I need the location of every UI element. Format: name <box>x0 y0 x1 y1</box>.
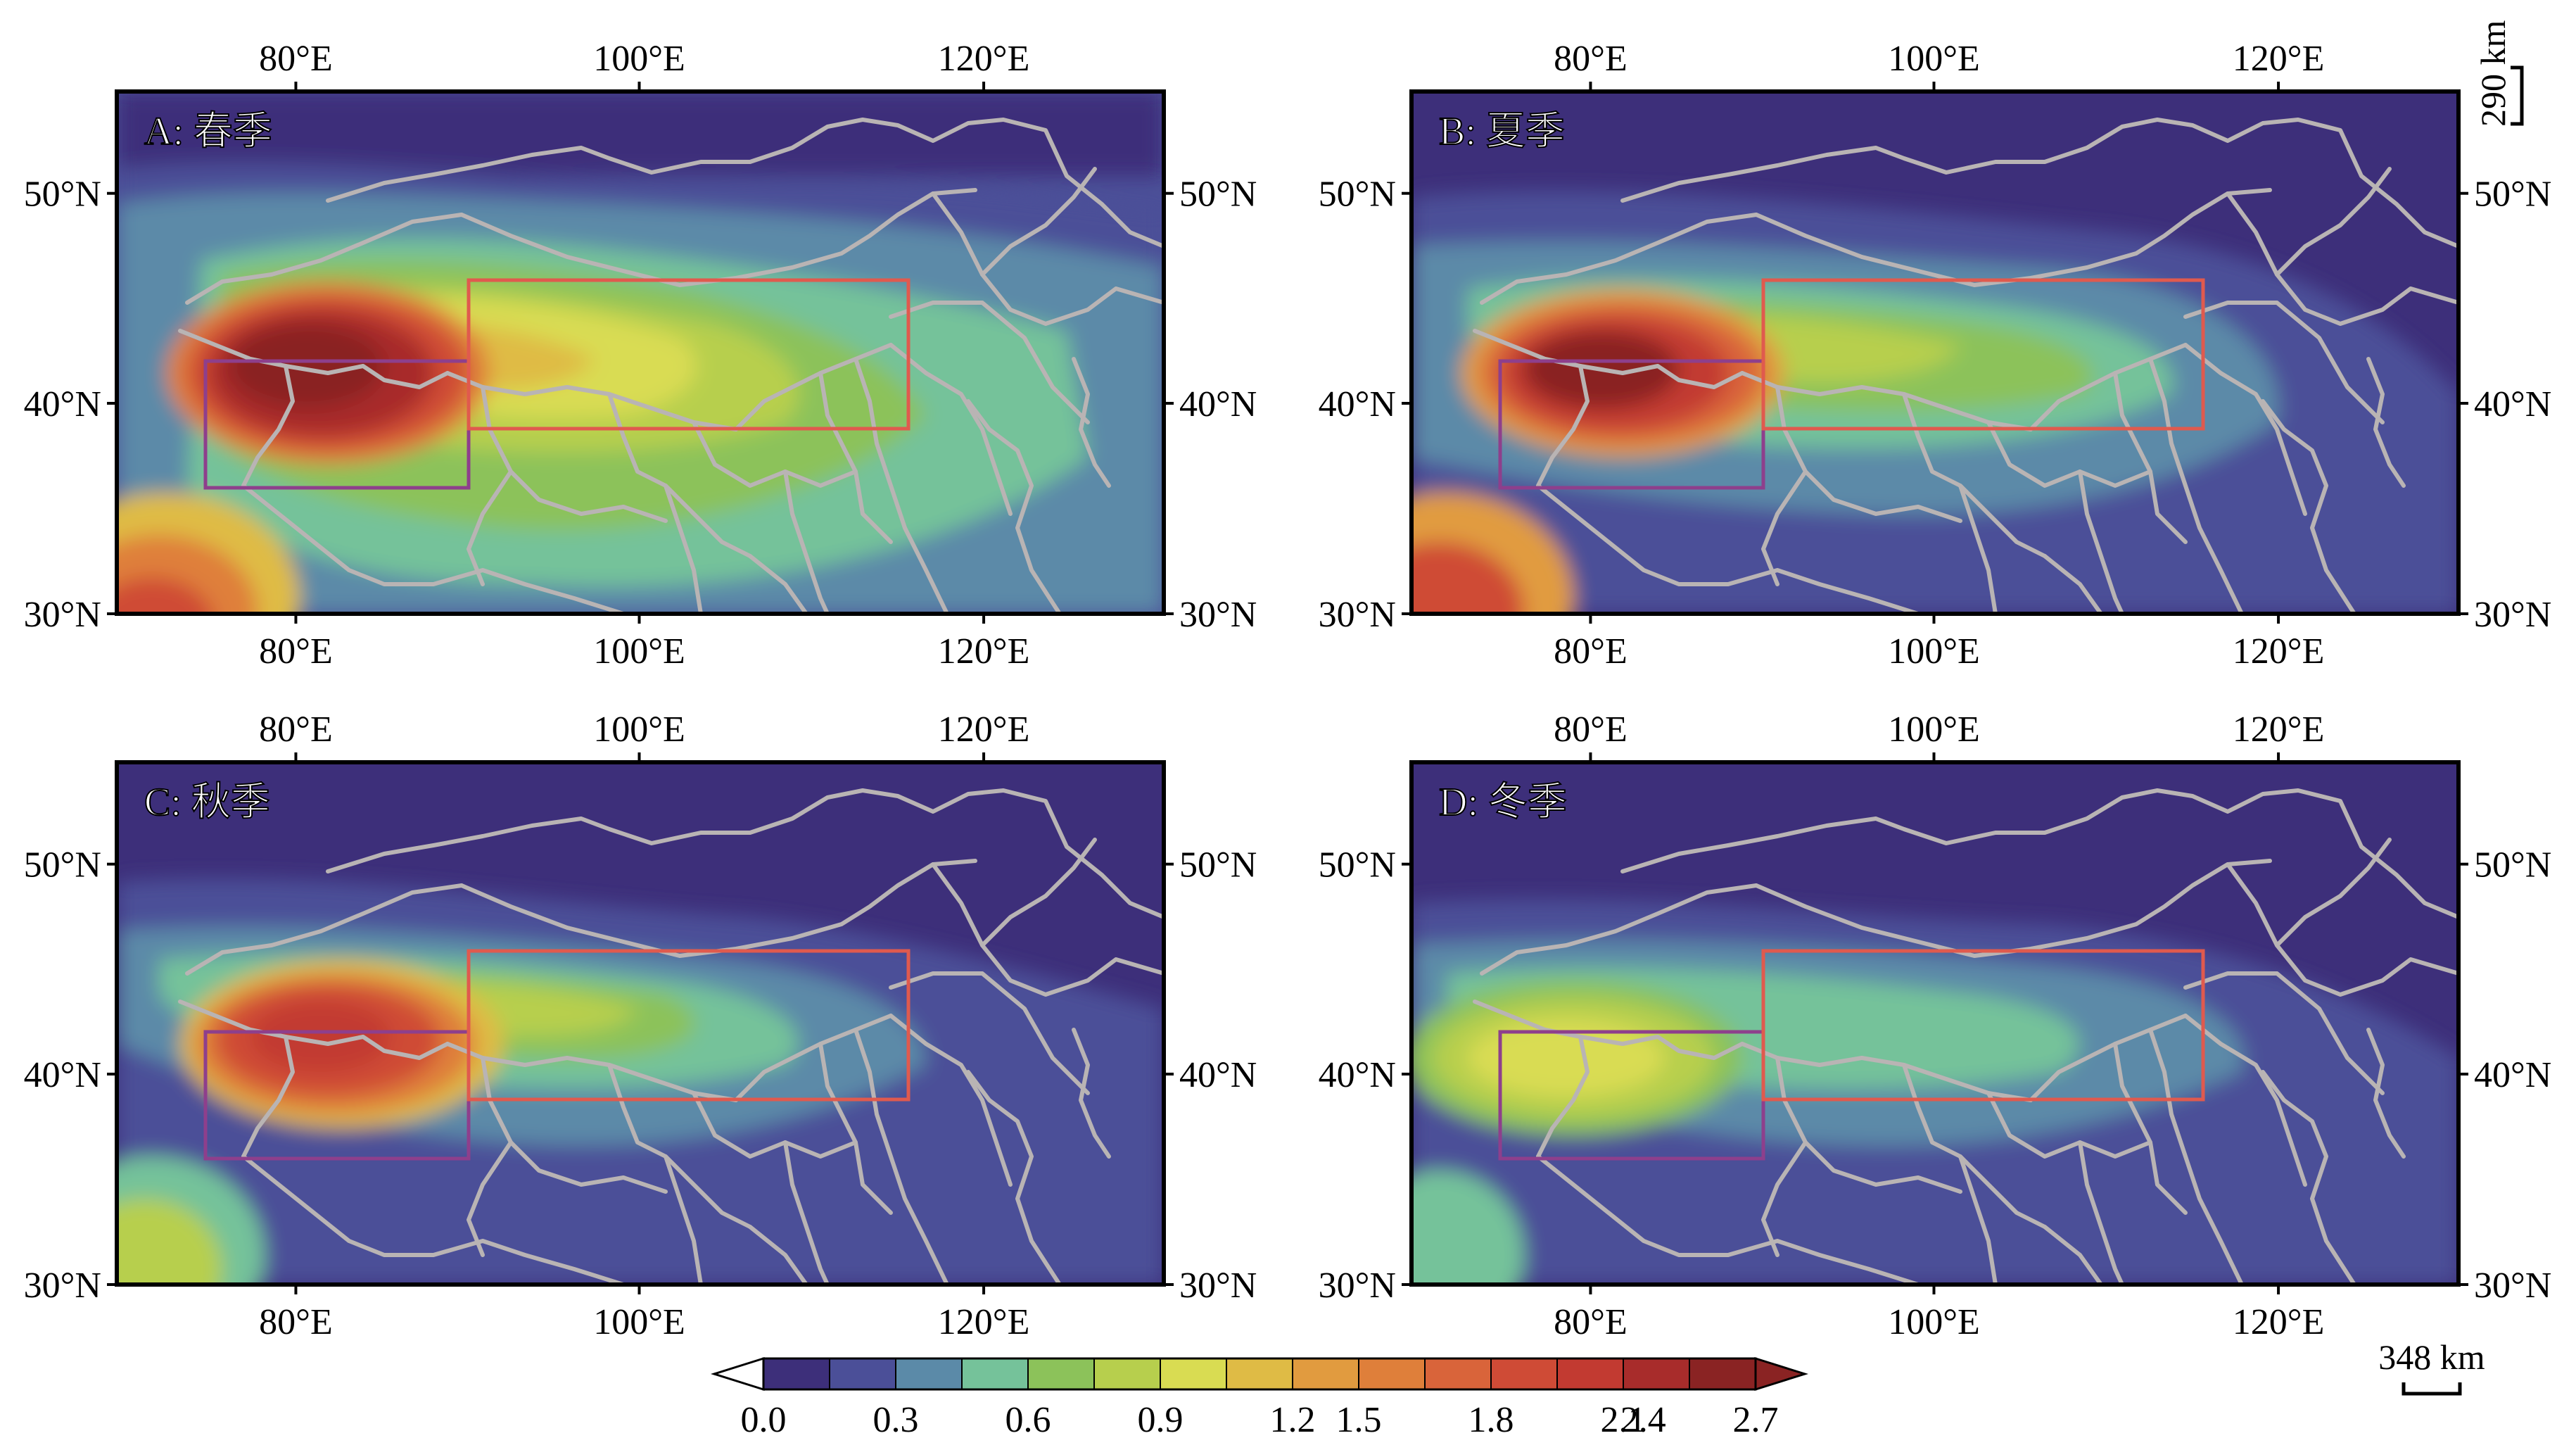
colorbar-tick-label: 2.7 <box>1733 1400 1779 1438</box>
colorbar-extend-high <box>1754 1356 1809 1392</box>
lat-tick-label: 40°N <box>2474 1055 2551 1095</box>
panel-c-field <box>117 762 1164 1285</box>
lon-tick-label: 120°E <box>2233 39 2325 79</box>
lat-tick-label: 30°N <box>1179 1266 1257 1306</box>
lat-tick-label: 30°N <box>1179 595 1257 635</box>
lat-tick-label: 40°N <box>1319 384 1396 424</box>
colorbar-swatch <box>1160 1358 1227 1389</box>
lat-tick-label: 30°N <box>24 595 101 635</box>
colorbar-tick-label: 0.9 <box>1138 1400 1184 1438</box>
panel-a: A: 春季 <box>115 89 1166 616</box>
lat-tick-label: 40°N <box>1179 1055 1257 1095</box>
panel-d-label: D: 冬季 <box>1439 781 1567 824</box>
lat-tick-label: 30°N <box>2474 595 2551 635</box>
colorbar-swatch <box>1623 1358 1690 1389</box>
lat-tick-label: 40°N <box>24 1055 101 1095</box>
colorbar-extend-low <box>710 1356 765 1392</box>
lon-tick-label: 120°E <box>2233 631 2325 671</box>
panel-c: C: 秋季 <box>115 760 1166 1287</box>
lon-tick-label: 80°E <box>1554 1302 1628 1342</box>
lon-tick-label: 120°E <box>938 1302 1030 1342</box>
colorbar-swatch <box>1293 1358 1359 1389</box>
lon-tick-label: 80°E <box>259 631 333 671</box>
colorbar-swatch <box>1028 1358 1095 1389</box>
lon-tick-label: 80°E <box>259 39 333 79</box>
lon-tick-label: 80°E <box>1554 39 1628 79</box>
lat-tick-label: 50°N <box>1179 175 1257 215</box>
lon-tick-label: 120°E <box>2233 709 2325 750</box>
lat-tick-label: 30°N <box>2474 1266 2551 1306</box>
vertical-scalebar-line <box>2511 65 2524 126</box>
lat-tick-label: 50°N <box>24 845 101 885</box>
lat-tick-label: 40°N <box>1179 384 1257 424</box>
horizontal-scalebar-line <box>2401 1382 2462 1396</box>
colorbar-tick-label: 0.6 <box>1005 1400 1051 1438</box>
lat-tick-label: 40°N <box>1319 1055 1396 1095</box>
lon-tick-label: 80°E <box>259 709 333 750</box>
colorbar-swatch <box>1689 1358 1756 1389</box>
colorbar-frame <box>762 1357 1757 1391</box>
lon-tick-label: 100°E <box>593 631 685 671</box>
colorbar-swatch <box>1226 1358 1293 1389</box>
panel-d: D: 冬季 <box>1409 760 2461 1287</box>
panel-b: B: 夏季 <box>1409 89 2461 616</box>
lon-tick-label: 120°E <box>938 631 1030 671</box>
colorbar: 0.0 0.3 0.6 0.9 1.2 1.5 1.8 2.12.4 2.7 <box>710 1356 1809 1438</box>
lon-tick-label: 120°E <box>938 39 1030 79</box>
axis-ticks: 80°E 80°E 100°E 100°E 120°E 120°E 30°N 30°N 40°N… <box>24 39 2552 1342</box>
lon-tick-label: 100°E <box>1888 631 1980 671</box>
lon-tick-label: 100°E <box>593 709 685 750</box>
lat-tick-label: 50°N <box>2474 845 2551 885</box>
colorbar-swatch <box>763 1358 830 1389</box>
lon-tick-label: 100°E <box>1888 39 1980 79</box>
colorbar-tick-label: 0.0 <box>741 1400 787 1438</box>
colorbar-swatch <box>1094 1358 1161 1389</box>
horizontal-scalebar-label: 348 km <box>2378 1337 2485 1377</box>
lat-tick-label: 30°N <box>1319 595 1396 635</box>
lon-tick-label: 100°E <box>593 1302 685 1342</box>
lon-tick-label: 80°E <box>1554 631 1628 671</box>
lon-tick-label: 100°E <box>1888 1302 1980 1342</box>
lat-tick-label: 50°N <box>1179 845 1257 885</box>
lon-tick-label: 120°E <box>938 709 1030 750</box>
lat-tick-label: 30°N <box>1319 1266 1396 1306</box>
lat-tick-label: 30°N <box>24 1266 101 1306</box>
colorbar-tick-label: 2.4 <box>1620 1400 1666 1438</box>
panel-a-field <box>117 92 1164 614</box>
lon-tick-label: 100°E <box>1888 709 1980 750</box>
lon-tick-label: 80°E <box>259 1302 333 1342</box>
lat-tick-label: 50°N <box>24 175 101 215</box>
lat-tick-label: 40°N <box>2474 384 2551 424</box>
lat-tick-label: 50°N <box>2474 175 2551 215</box>
colorbar-tick-label: 2.1 <box>1601 1400 1647 1438</box>
panel-c-label: C: 秋季 <box>144 781 270 824</box>
colorbar-swatch <box>830 1358 896 1389</box>
lon-tick-label: 120°E <box>2233 1302 2325 1342</box>
colorbar-swatch <box>1491 1358 1558 1389</box>
colorbar-swatch <box>1557 1358 1624 1389</box>
panel-b-label: B: 夏季 <box>1439 110 1565 153</box>
colorbar-swatch <box>962 1358 1029 1389</box>
lat-tick-label: 40°N <box>24 384 101 424</box>
panel-a-label: A: 春季 <box>144 110 272 153</box>
lon-tick-label: 80°E <box>1554 709 1628 750</box>
colorbar-tick-label: 1.8 <box>1468 1400 1514 1438</box>
vertical-scalebar: 290 km <box>2473 20 2524 127</box>
colorbar-swatch <box>896 1358 963 1389</box>
panel-d-field <box>1411 762 2458 1285</box>
vertical-scalebar-label: 290 km <box>2473 20 2513 127</box>
horizontal-scalebar: 348 km <box>2378 1337 2485 1396</box>
lat-tick-label: 50°N <box>1319 175 1396 215</box>
colorbar-tick-label: 1.5 <box>1336 1400 1382 1438</box>
colorbar-tick-label: 1.2 <box>1270 1400 1316 1438</box>
lon-tick-label: 100°E <box>593 39 685 79</box>
colorbar-swatch <box>1425 1358 1492 1389</box>
panel-b-field <box>1411 92 2458 614</box>
colorbar-swatch <box>1359 1358 1426 1389</box>
colorbar-tick-label: 0.3 <box>873 1400 919 1438</box>
lat-tick-label: 50°N <box>1319 845 1396 885</box>
